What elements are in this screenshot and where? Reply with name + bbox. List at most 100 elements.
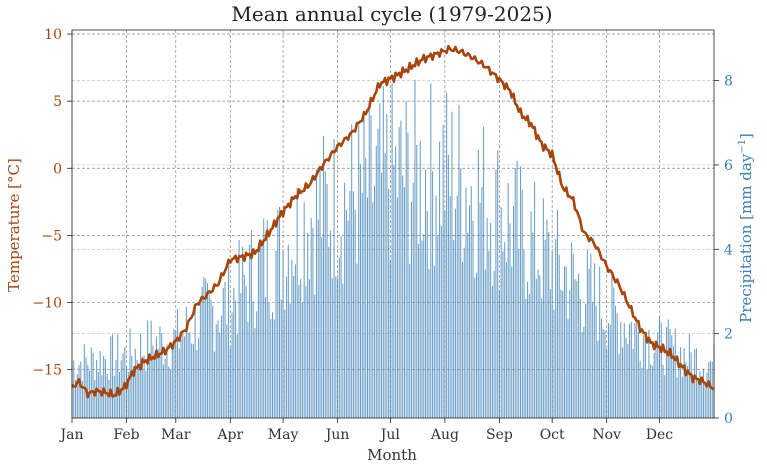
temperature-line <box>71 44 715 399</box>
precip-bar <box>366 197 369 418</box>
precip-bar <box>530 211 532 418</box>
precip-bar <box>358 121 360 419</box>
right-axis-label-sup: −1 <box>737 139 748 154</box>
precip-bar <box>697 382 699 418</box>
precip-bar <box>333 139 335 418</box>
precip-bar <box>435 195 437 418</box>
precip-bar <box>622 347 624 418</box>
precip-bar <box>111 334 113 418</box>
precip-bar <box>74 380 77 418</box>
precip-bar <box>386 114 388 418</box>
precip-bar <box>665 327 668 418</box>
precip-bar <box>412 182 414 418</box>
precip-bar <box>321 237 323 418</box>
precip-bar <box>347 220 349 418</box>
precip-bar <box>145 370 147 418</box>
precipitation-bars <box>71 79 715 419</box>
precip-bar <box>578 273 580 418</box>
precip-bar <box>212 305 214 418</box>
precip-bar <box>439 141 441 419</box>
precip-bar <box>629 324 631 418</box>
precip-bar <box>458 104 460 418</box>
precip-bar <box>481 187 483 418</box>
precip-bar <box>391 83 393 419</box>
precip-bar <box>548 232 550 418</box>
precip-bar <box>235 300 237 418</box>
precip-bar <box>491 286 493 418</box>
precip-bar <box>303 202 305 418</box>
precip-bar <box>103 355 105 418</box>
x-axis-label: Month <box>367 446 417 464</box>
precip-bar <box>606 348 608 418</box>
precip-bar <box>169 369 172 418</box>
precip-bar <box>133 366 135 418</box>
precip-bar <box>293 275 295 418</box>
precip-bar <box>286 276 288 418</box>
precip-bar <box>569 290 571 418</box>
precip-bar <box>147 320 149 418</box>
precip-bar <box>331 278 333 418</box>
precip-bar <box>465 187 467 418</box>
precip-bar <box>571 242 573 418</box>
precip-bar <box>699 371 701 418</box>
precip-bar <box>451 111 453 418</box>
precip-bar <box>562 290 564 418</box>
precip-bar <box>514 167 516 418</box>
precip-bar <box>326 184 328 418</box>
precip-bar <box>476 272 478 418</box>
precip-bar <box>127 371 129 418</box>
precip-bar <box>676 377 678 418</box>
precip-bar <box>92 352 94 418</box>
precip-bar <box>648 329 650 418</box>
precip-bar <box>432 171 434 418</box>
left-tick-label: −10 <box>32 296 62 312</box>
precip-bar <box>159 326 161 418</box>
chart-title: Mean annual cycle (1979-2025) <box>231 2 552 26</box>
right-axis-label-main: Precipitation [mm day <box>737 153 755 323</box>
precip-bar <box>277 210 279 418</box>
precip-bar <box>560 289 562 418</box>
x-tick-label: Aug <box>430 427 459 443</box>
precip-bar <box>266 220 268 418</box>
precip-bar <box>229 347 231 418</box>
precip-bar <box>532 232 534 418</box>
precip-bar <box>556 209 558 418</box>
precip-bar <box>203 276 205 418</box>
precip-bar <box>521 189 523 418</box>
precip-bar <box>650 364 652 418</box>
precip-bar <box>516 160 518 418</box>
precip-bar <box>150 320 152 418</box>
precip-bar <box>655 345 657 418</box>
precip-bar <box>201 287 203 418</box>
precip-bar <box>338 257 340 418</box>
precip-bar <box>592 301 594 418</box>
precip-bar <box>607 323 609 418</box>
precip-bar <box>657 332 659 418</box>
precip-bar <box>674 328 676 418</box>
precip-bar <box>226 324 228 418</box>
precip-bar <box>523 249 525 418</box>
precip-bar <box>627 343 629 418</box>
precip-bar <box>361 192 363 418</box>
precip-bar <box>535 278 537 418</box>
precip-bar <box>701 377 703 418</box>
precip-bar <box>175 330 177 418</box>
precip-bar <box>544 240 546 418</box>
precip-bar <box>99 351 101 418</box>
precip-bar <box>706 372 708 418</box>
precip-bar <box>215 324 217 418</box>
precip-bar <box>495 169 497 418</box>
precip-bar <box>213 351 215 418</box>
precip-bar <box>271 312 274 418</box>
precip-bar <box>511 266 513 418</box>
precip-bar <box>583 327 585 418</box>
precip-bar <box>368 101 370 419</box>
precip-bar <box>500 206 502 418</box>
precip-bar <box>460 168 462 418</box>
precip-bar <box>630 321 632 418</box>
precip-bar <box>692 375 694 418</box>
precip-bar <box>537 269 539 418</box>
precip-bar <box>553 309 555 418</box>
precip-bar <box>263 218 265 418</box>
precip-bar <box>231 312 233 418</box>
